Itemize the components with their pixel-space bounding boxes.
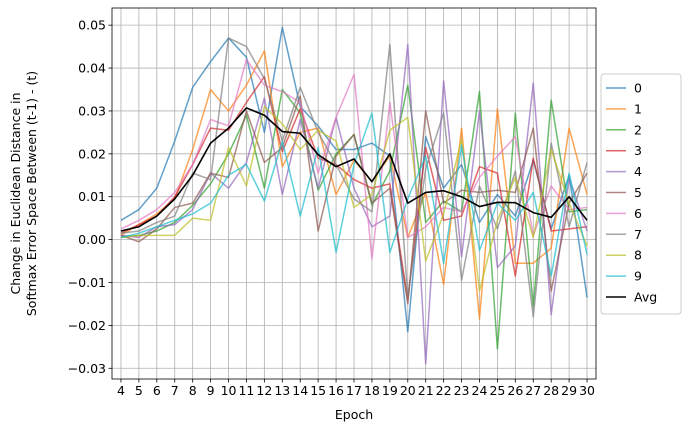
- series-line-4: [120, 43, 588, 365]
- x-tick-label: 23: [454, 383, 470, 398]
- y-axis-ticks: −0.03 −0.02 −0.01 0.00 0.01 0.02 0.03 0.04 0.05: [68, 18, 112, 376]
- x-tick-label: 24: [472, 383, 488, 398]
- x-tick-label: 12: [256, 383, 272, 398]
- legend-frame: [600, 73, 682, 315]
- x-tick-label: 26: [507, 383, 523, 398]
- x-axis-label: Epoch: [335, 407, 373, 422]
- legend-label: 7: [634, 227, 642, 242]
- y-axis-label-line-2: Softmax Error Space Between (t-1) - (t): [24, 71, 39, 316]
- y-tick-label: 0.00: [78, 232, 106, 247]
- legend-label: 3: [634, 143, 642, 158]
- series-lines: [120, 26, 588, 365]
- x-tick-label: 28: [543, 383, 559, 398]
- x-tick-label: 21: [418, 383, 434, 398]
- x-tick-label: 27: [525, 383, 541, 398]
- x-tick-label: 30: [579, 383, 595, 398]
- legend-label: 9: [634, 269, 642, 284]
- legend-label: 0: [634, 81, 642, 96]
- legend-label: 8: [634, 248, 642, 263]
- x-tick-label: 6: [153, 383, 161, 398]
- x-tick-label: 10: [221, 383, 237, 398]
- y-tick-label: 0.02: [78, 146, 106, 161]
- y-tick-label: −0.03: [68, 361, 106, 376]
- legend: 0 1 2 3 4 5 6 7 8 9 Avg: [600, 73, 682, 315]
- x-tick-label: 4: [117, 383, 125, 398]
- legend-label: 1: [634, 101, 642, 116]
- x-tick-label: 14: [292, 383, 308, 398]
- series-line-avg: [120, 107, 588, 232]
- x-tick-label: 17: [346, 383, 362, 398]
- legend-label: Avg: [634, 290, 657, 305]
- series-line-9: [120, 112, 588, 277]
- series-line-8: [120, 105, 588, 292]
- y-tick-label: 0.01: [78, 189, 106, 204]
- legend-label: 4: [634, 164, 642, 179]
- x-tick-label: 29: [561, 383, 577, 398]
- y-tick-label: −0.01: [68, 275, 106, 290]
- y-tick-label: 0.04: [78, 61, 106, 76]
- x-tick-label: 8: [189, 383, 197, 398]
- series-line-3: [120, 75, 588, 301]
- x-tick-label: 20: [400, 383, 416, 398]
- legend-label: 6: [634, 206, 642, 221]
- legend-label: 5: [634, 185, 642, 200]
- y-axis-label-line-1: Change in Euclidean Distance in: [8, 92, 23, 294]
- x-tick-label: 9: [207, 383, 215, 398]
- series-line-6: [120, 58, 588, 260]
- x-tick-label: 13: [274, 383, 290, 398]
- x-tick-label: 16: [328, 383, 344, 398]
- x-tick-label: 19: [382, 383, 398, 398]
- x-tick-label: 25: [489, 383, 505, 398]
- x-tick-label: 18: [364, 383, 380, 398]
- x-tick-label: 22: [436, 383, 452, 398]
- x-axis-ticks: 4 5 6 7 8 9 10 11 12 13 14 15 16 17 18 19 20 21 22 23 24 25 26…: [117, 379, 595, 398]
- legend-label: 2: [634, 122, 642, 137]
- x-tick-label: 15: [310, 383, 326, 398]
- y-tick-label: 0.05: [78, 18, 106, 33]
- x-tick-label: 7: [171, 383, 179, 398]
- y-tick-label: −0.02: [68, 318, 106, 333]
- y-tick-label: 0.03: [78, 103, 106, 118]
- x-tick-label: 5: [135, 383, 143, 398]
- x-tick-label: 11: [238, 383, 254, 398]
